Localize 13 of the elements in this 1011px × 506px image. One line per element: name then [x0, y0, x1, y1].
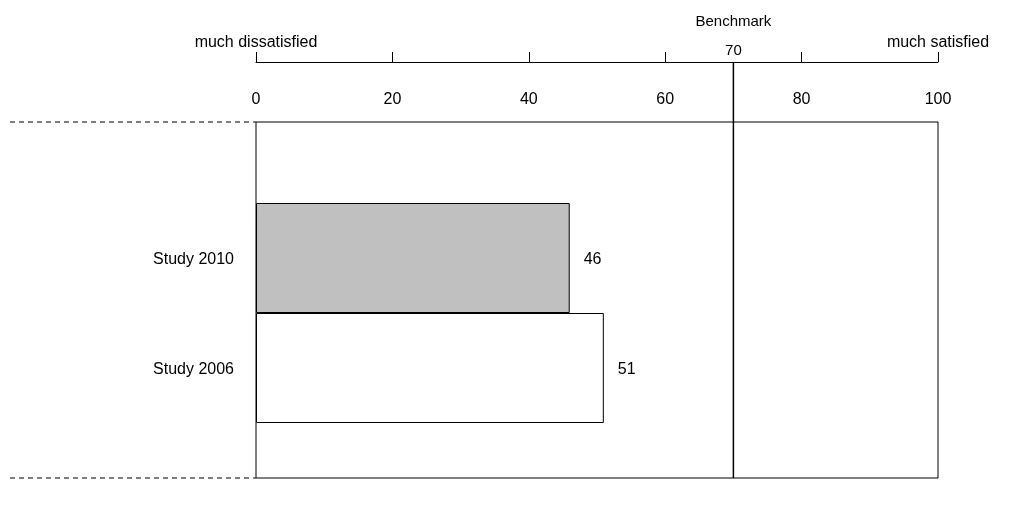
data-label: 51 [617, 359, 636, 377]
ref-line-label: Benchmark 70 [695, 12, 772, 58]
x-tick-label: 20 [383, 89, 402, 107]
y-tick-label: Study 2010 [153, 249, 235, 267]
data-label: 46 [583, 249, 602, 267]
text: much satisfied [886, 32, 990, 50]
text: much dissatisfied [194, 32, 318, 50]
y-tick-label: Study 2006 [153, 359, 235, 377]
x-tick-label: 40 [519, 89, 538, 107]
x-tick-label: 80 [792, 89, 811, 107]
x-tick-label: 0 [251, 89, 261, 107]
x-tick-label: 60 [656, 89, 675, 107]
x-tick-label: 100 [924, 89, 952, 107]
